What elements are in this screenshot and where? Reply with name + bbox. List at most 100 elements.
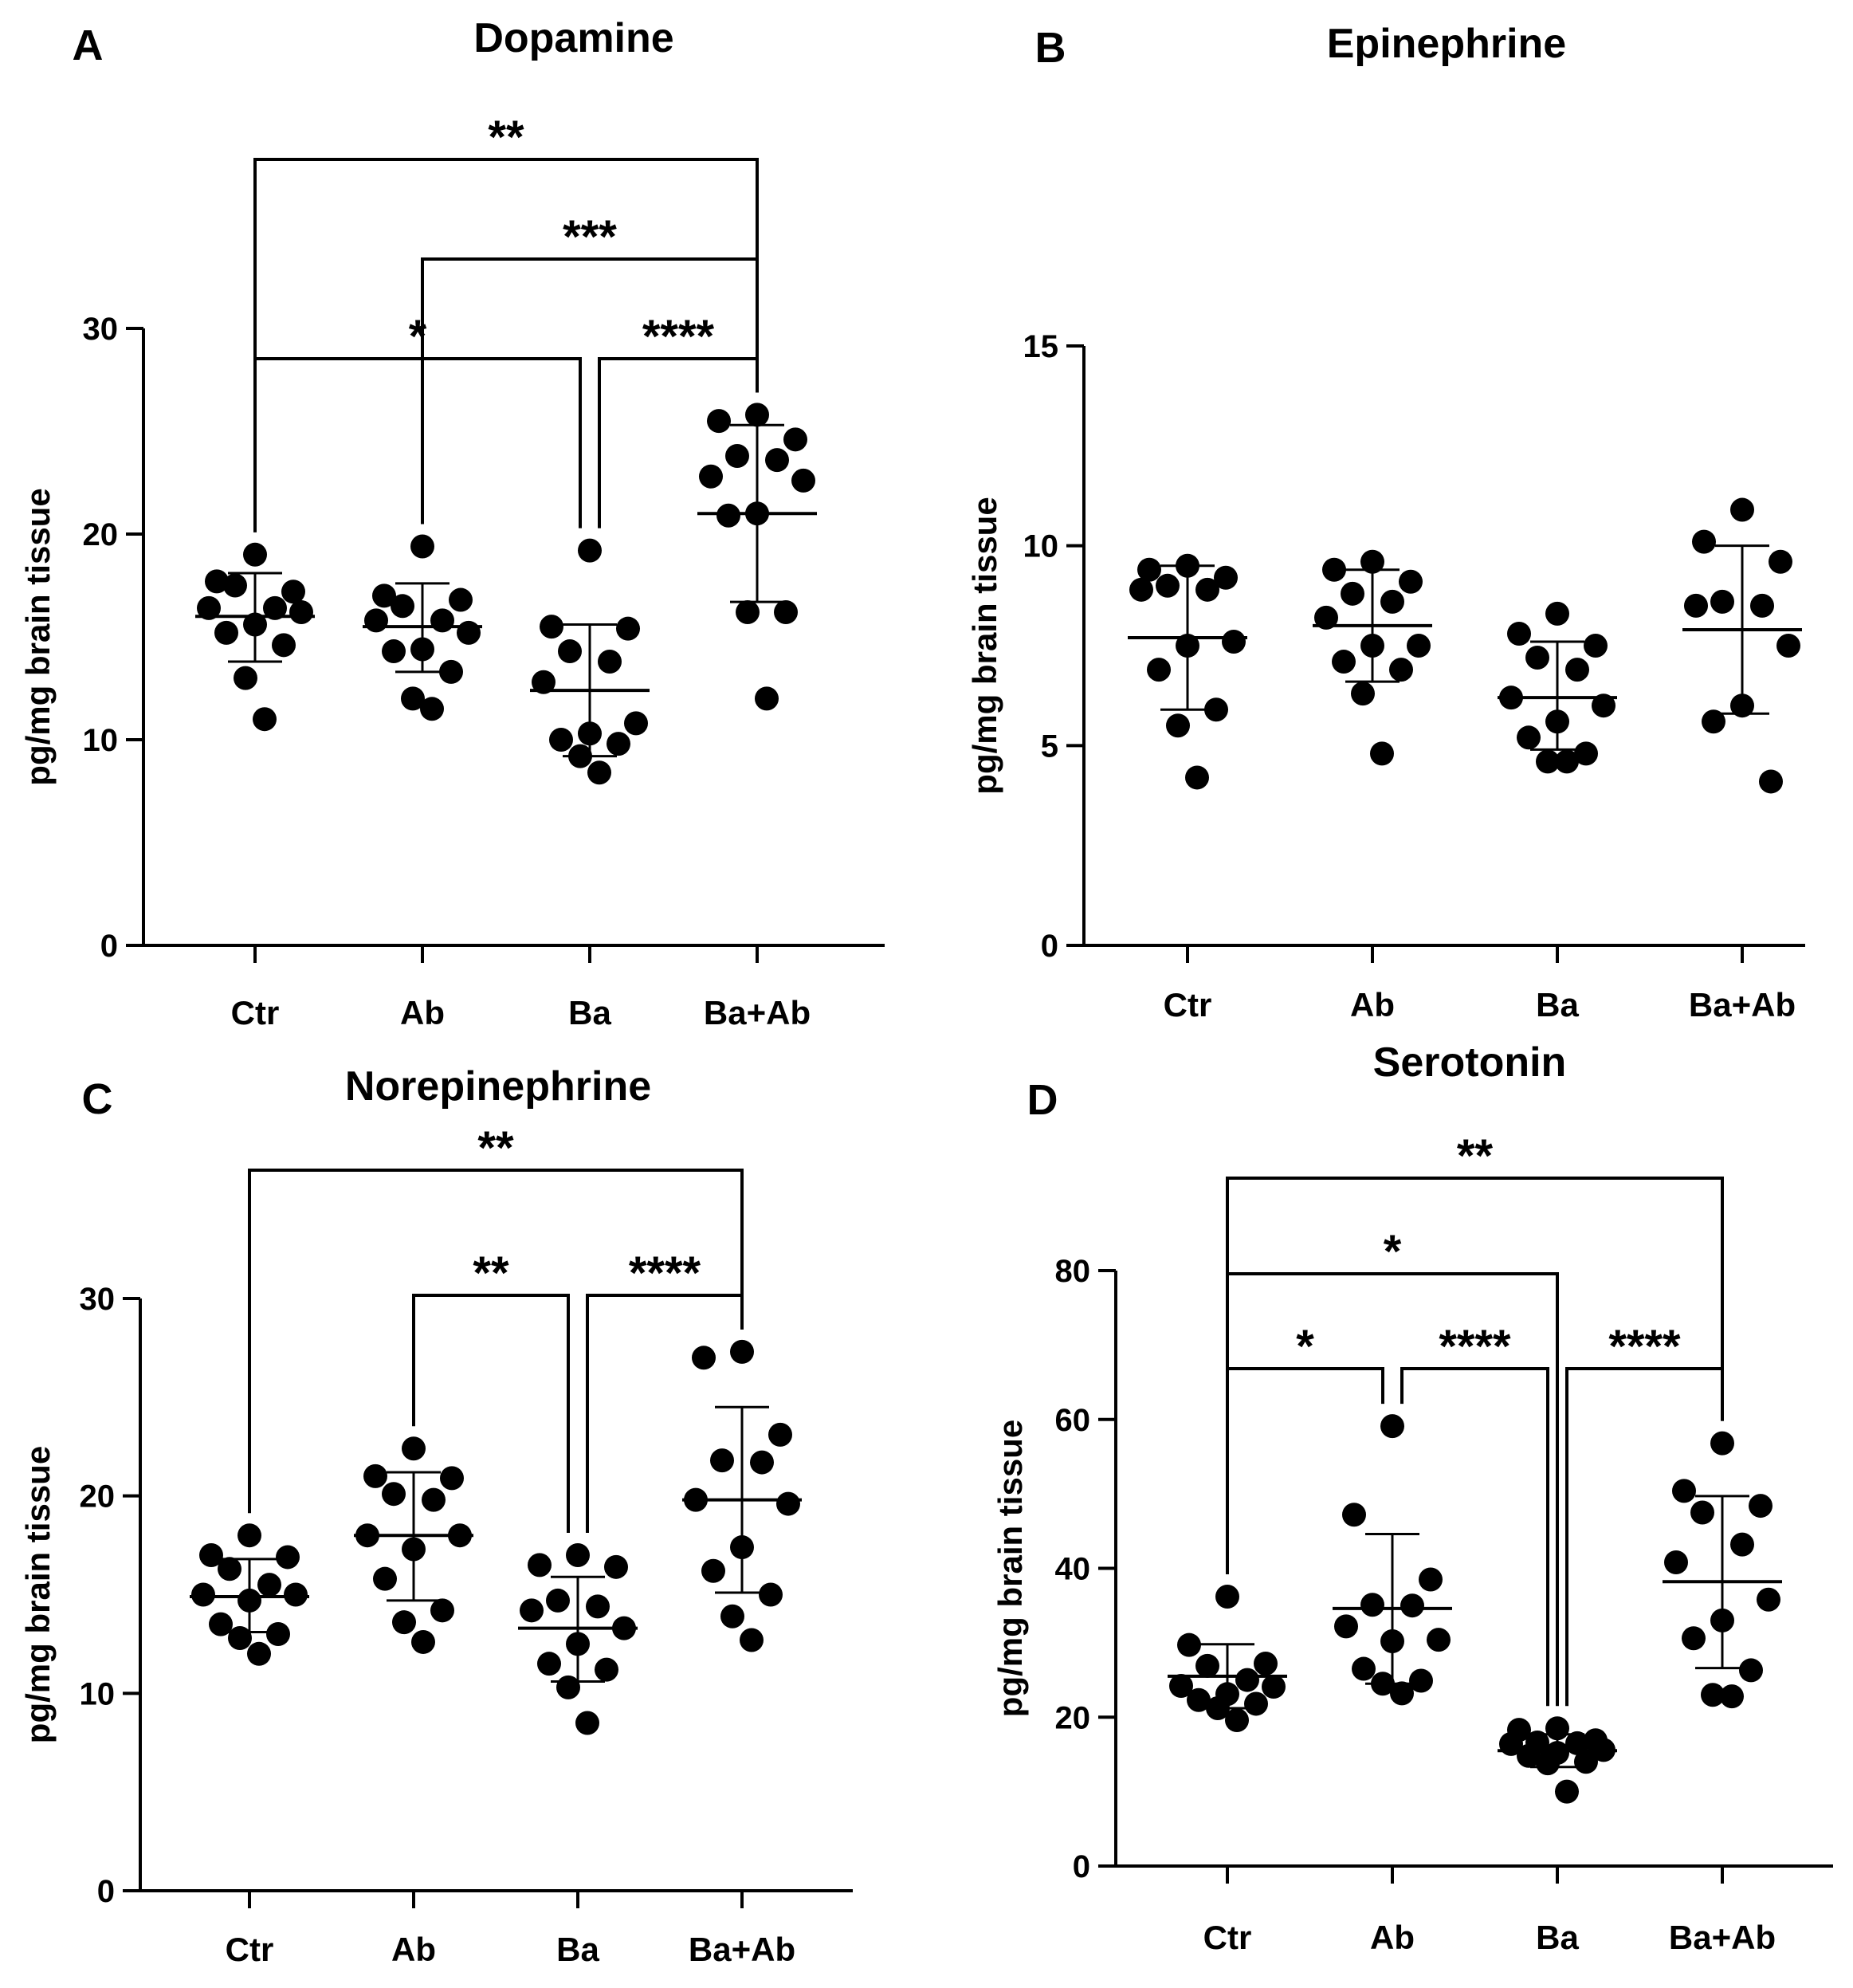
y-tick-label: 30: [80, 1282, 116, 1317]
data-point: [1769, 549, 1792, 574]
data-point: [720, 1604, 744, 1629]
data-point: [276, 1545, 300, 1570]
data-point: [528, 1553, 552, 1577]
data-point: [457, 620, 481, 645]
data-point: [1351, 682, 1375, 706]
significance-label: **: [1457, 1130, 1494, 1182]
data-point: [1684, 593, 1708, 618]
significance-label: ****: [629, 1247, 701, 1299]
data-point: [1195, 577, 1219, 602]
data-point: [1730, 497, 1754, 522]
data-point: [532, 670, 556, 694]
panel-letter: C: [82, 1075, 113, 1123]
significance-label: **: [488, 112, 524, 163]
data-point: [1555, 1779, 1579, 1804]
y-axis-label: pg/mg brain tissue: [19, 1446, 57, 1743]
panel-a: A Dopamine pg/mg brain tissue 0 10 20 30 Ctr Ab B…: [19, 15, 885, 1031]
x-tick-label: Ctr: [1164, 986, 1212, 1023]
data-point: [1710, 589, 1734, 614]
data-point: [199, 1542, 223, 1567]
significance-bracket: [421, 257, 759, 525]
data-point: [745, 403, 769, 427]
data-point: [1536, 1751, 1560, 1776]
data-point: [1592, 693, 1615, 718]
data-point: [1360, 1593, 1384, 1617]
data-point: [1389, 658, 1413, 682]
panel-letter: A: [73, 22, 104, 69]
data-point: [1536, 749, 1560, 774]
data-point: [710, 1448, 734, 1473]
data-point: [587, 760, 611, 785]
data-point: [1750, 593, 1774, 618]
panel-c: C Norepinephrine pg/mg brain tissue 0 10 20 30…: [19, 1063, 853, 1968]
data-point: [768, 1422, 792, 1447]
data-point: [598, 649, 622, 674]
x-tick-label: Ba: [556, 1931, 599, 1968]
data-point: [1390, 1681, 1414, 1706]
data-point: [730, 1339, 754, 1364]
significance-label: **: [473, 1247, 509, 1299]
data-point: [382, 639, 406, 664]
data-point: [595, 1657, 618, 1682]
significance-bracket: [1565, 1367, 1724, 1707]
significance-bracket: [586, 1294, 744, 1533]
y-tick-label: 30: [83, 312, 119, 347]
y-tick-label: 10: [83, 723, 119, 758]
data-point: [1137, 557, 1161, 582]
data-point: [725, 443, 749, 468]
data-point: [1380, 1414, 1404, 1439]
data-point: [549, 728, 573, 752]
data-point: [266, 1622, 290, 1647]
data-point: [546, 1588, 570, 1613]
data-point: [776, 1491, 800, 1516]
y-tick-label: 60: [1055, 1403, 1091, 1438]
data-point: [1672, 1479, 1696, 1503]
x-tick-label: Ctr: [226, 1931, 274, 1968]
data-point: [422, 1487, 446, 1512]
x-tick-label: Ab: [400, 994, 445, 1031]
data-point: [1341, 581, 1364, 606]
data-point: [586, 1594, 610, 1619]
data-point: [520, 1598, 544, 1623]
data-point: [289, 600, 313, 625]
data-point: [1710, 1431, 1734, 1456]
data-point: [1720, 1684, 1744, 1709]
x-tick-label: Ba: [568, 994, 611, 1031]
data-point: [243, 542, 267, 567]
data-point: [578, 538, 602, 563]
data-point: [1757, 1587, 1780, 1612]
panel-d: D Serotonin pg/mg brain tissue 0 20 40 60 80 Ctr…: [991, 1039, 1833, 1956]
panel-letter: B: [1035, 24, 1066, 72]
data-point: [1177, 1632, 1201, 1657]
data-point: [272, 633, 296, 658]
data-point: [566, 1542, 590, 1567]
data-point: [1254, 1652, 1278, 1676]
significance-label: ***: [563, 211, 617, 263]
data-point: [1235, 1668, 1259, 1692]
significance-label: ****: [642, 311, 715, 363]
data-point: [439, 659, 463, 684]
data-point: [1185, 765, 1209, 790]
significance-bracket: [248, 1169, 744, 1514]
data-point: [1370, 741, 1394, 766]
data-point: [1776, 634, 1800, 658]
data-point: [1169, 1674, 1193, 1699]
data-point: [281, 580, 305, 604]
significance-label: **: [477, 1122, 514, 1174]
data-point: [257, 1573, 281, 1597]
x-tick-label: Ab: [1370, 1919, 1415, 1956]
data-point: [1409, 1668, 1433, 1693]
data-point: [223, 573, 247, 598]
data-point: [234, 666, 257, 690]
data-point: [1342, 1503, 1366, 1527]
significance-label: *: [1296, 1321, 1314, 1373]
data-point: [372, 583, 396, 608]
x-tick-label: Ctr: [231, 994, 280, 1031]
data-point: [616, 616, 640, 641]
panel-b: B Epinephrine pg/mg brain tissue 0 5 10 15 Ctr A…: [966, 21, 1805, 1023]
data-point: [430, 1598, 454, 1623]
data-point: [1692, 529, 1716, 554]
data-point: [410, 534, 434, 559]
data-point: [537, 1652, 561, 1676]
data-point: [402, 1436, 426, 1461]
